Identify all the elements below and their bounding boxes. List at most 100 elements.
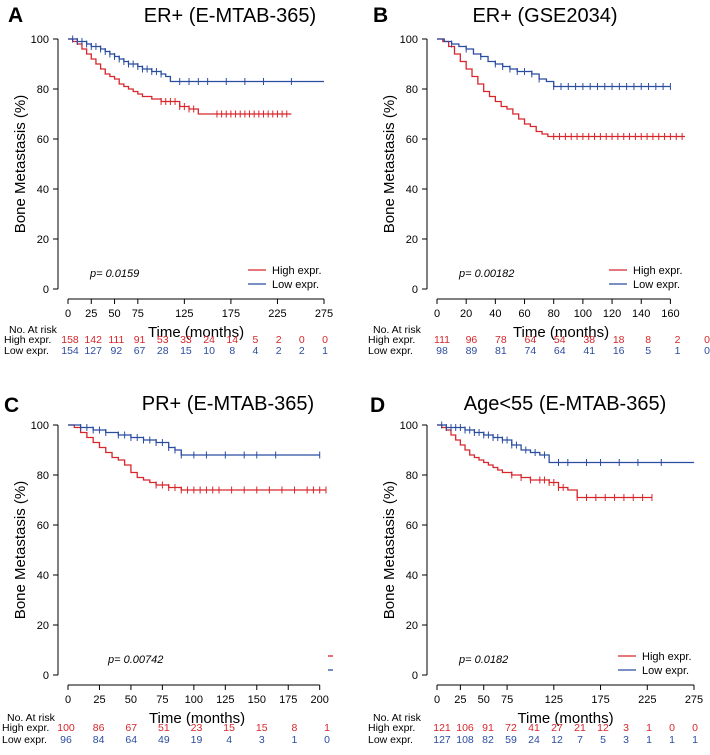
risk-low-count: 82 [482, 734, 494, 746]
risk-low-count: 3 [259, 734, 265, 746]
y-tick-label: 60 [37, 134, 49, 146]
risk-high-count: 72 [505, 722, 517, 734]
x-tick-label: 120 [603, 308, 621, 320]
risk-low-count: 8 [229, 345, 235, 357]
risk-high-count: 41 [528, 722, 540, 734]
x-tick-label: 50 [108, 308, 120, 320]
risk-high-count: 1 [646, 722, 652, 734]
high-expr-curve [437, 38, 685, 138]
y-tick-label: 80 [37, 470, 49, 482]
risk-low-count: 108 [456, 734, 474, 746]
risk-low-count: 98 [436, 345, 448, 357]
y-tick-label: 80 [37, 84, 49, 96]
legend-high-expr: High expr. [633, 265, 683, 277]
risk-high-count: 64 [524, 334, 536, 346]
risk-high-count: 158 [61, 334, 79, 346]
chart-title: Age<55 (E-MTAB-365) [464, 393, 667, 415]
risk-low-count: 92 [111, 345, 123, 357]
risk-low-count: 1 [322, 345, 328, 357]
risk-low-count: 24 [528, 734, 540, 746]
y-tick-label: 60 [406, 134, 418, 146]
risk-low-count: 4 [226, 734, 232, 746]
y-tick-label: 40 [37, 184, 49, 196]
risk-high-count: 2 [276, 334, 282, 346]
legend-high-expr: High expr. [642, 651, 692, 663]
high-expr-curve [68, 424, 326, 491]
risk-low-count: 127 [433, 734, 451, 746]
chart-title: PR+ (E-MTAB-365) [142, 393, 314, 415]
y-tick-label: 40 [37, 570, 49, 582]
risk-high-count: 100 [57, 722, 75, 734]
risk-high-label: High expr. [368, 334, 415, 346]
risk-low-count: 59 [505, 734, 517, 746]
risk-low-count: 2 [276, 345, 282, 357]
risk-high-count: 106 [456, 722, 474, 734]
risk-high-count: 67 [125, 722, 137, 734]
risk-low-count: 74 [524, 345, 536, 357]
y-tick-label: 0 [43, 284, 49, 296]
risk-low-label: Low expr. [368, 345, 413, 357]
p-value: p= 0.00742 [107, 654, 163, 666]
risk-high-count: 96 [466, 334, 478, 346]
risk-high-count: 15 [223, 722, 235, 734]
risk-low-count: 81 [495, 345, 507, 357]
high-expr-curve [68, 38, 292, 115]
risk-high-count: 23 [191, 722, 203, 734]
risk-high-count: 1 [324, 722, 330, 734]
risk-high-count: 91 [482, 722, 494, 734]
x-tick-label: 160 [661, 308, 679, 320]
panel-d: D Age<55 (E-MTAB-365)0 25 50 75 125 175 225 2750… [368, 393, 703, 746]
risk-high-count: 3 [623, 722, 629, 734]
risk-low-count: 4 [253, 345, 259, 357]
chart-title: ER+ (GSE2034) [472, 5, 617, 27]
x-tick-label: 225 [638, 694, 656, 706]
risk-high-count: 12 [597, 722, 609, 734]
risk-table-header: No. At risk [9, 324, 58, 336]
x-tick-label: 25 [454, 694, 466, 706]
risk-high-count: 21 [574, 722, 586, 734]
y-tick-label: 0 [412, 284, 418, 296]
y-axis-label: Bone Metastasis (%) [381, 95, 398, 233]
legend-high-expr: High expr. [272, 265, 322, 277]
x-tick-label: 175 [279, 694, 297, 706]
x-tick-label: 0 [434, 308, 440, 320]
risk-high-label: High expr. [2, 722, 49, 734]
risk-high-count: 111 [434, 334, 450, 346]
p-value: p= 0.00182 [458, 268, 514, 280]
risk-low-count: 28 [157, 345, 169, 357]
x-tick-label: 50 [125, 694, 137, 706]
risk-low-count: 1 [291, 734, 297, 746]
risk-high-count: 78 [495, 334, 507, 346]
panel-letter: D [370, 394, 385, 417]
legend-low-expr: Low expr. [642, 665, 689, 677]
risk-high-count: 0 [692, 722, 698, 734]
x-tick-label: 0 [65, 694, 71, 706]
y-tick-label: 40 [406, 184, 418, 196]
risk-high-count: 0 [669, 722, 675, 734]
y-tick-label: 80 [406, 470, 418, 482]
x-tick-label: 0 [65, 308, 71, 320]
y-tick-label: 20 [37, 620, 49, 632]
risk-low-count: 12 [551, 734, 563, 746]
x-tick-label: 40 [489, 308, 501, 320]
risk-low-count: 5 [645, 345, 651, 357]
risk-low-count: 1 [675, 345, 681, 357]
risk-low-count: 2 [299, 345, 305, 357]
risk-high-count: 15 [256, 722, 268, 734]
panel-a: A ER+ (E-MTAB-365)0 25 50 75 125 175 225 2750204… [4, 4, 333, 357]
risk-low-count: 1 [669, 734, 675, 746]
risk-high-count: 27 [551, 722, 563, 734]
y-tick-label: 20 [406, 620, 418, 632]
y-tick-label: 40 [406, 570, 418, 582]
x-axis-label: Time (months) [517, 710, 613, 727]
y-axis-label: Bone Metastasis (%) [12, 481, 29, 619]
risk-high-count: 2 [675, 334, 681, 346]
x-tick-label: 200 [311, 694, 329, 706]
y-tick-label: 0 [412, 670, 418, 682]
x-tick-label: 25 [85, 308, 97, 320]
risk-high-label: High expr. [368, 722, 415, 734]
x-axis-label: Time (months) [148, 324, 244, 341]
risk-low-count: 64 [125, 734, 137, 746]
risk-table-header: No. At risk [373, 712, 422, 724]
